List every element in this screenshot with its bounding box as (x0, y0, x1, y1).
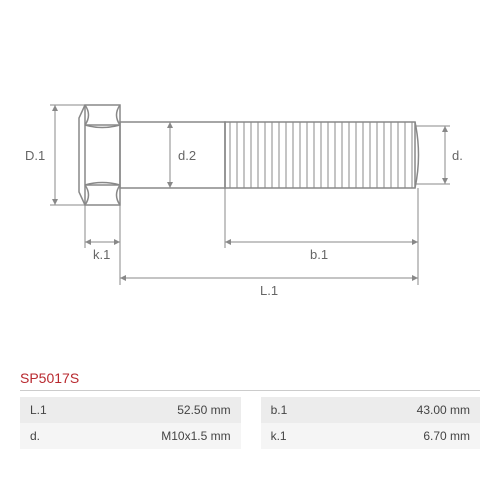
label-b1: b.1 (310, 247, 328, 262)
spec-value: 43.00 mm (310, 397, 480, 423)
spec-value: 52.50 mm (69, 397, 241, 423)
label-d1: D.1 (25, 148, 45, 163)
spec-label: k.1 (261, 423, 310, 449)
spec-label: L.1 (20, 397, 69, 423)
spec-label: d. (20, 423, 69, 449)
spec-label: b.1 (261, 397, 310, 423)
spec-section: SP5017S L.1 52.50 mm b.1 43.00 mm d. M10… (20, 370, 480, 449)
label-k1: k.1 (93, 247, 110, 262)
spec-value: 6.70 mm (310, 423, 480, 449)
spec-table: L.1 52.50 mm b.1 43.00 mm d. M10x1.5 mm … (20, 397, 480, 449)
label-l1: L.1 (260, 283, 278, 298)
part-number: SP5017S (20, 370, 480, 391)
spec-row: L.1 52.50 mm b.1 43.00 mm (20, 397, 480, 423)
label-d2: d.2 (178, 148, 196, 163)
spec-value: M10x1.5 mm (69, 423, 241, 449)
label-d: d. (452, 148, 463, 163)
bolt-diagram: D.1 d.2 d. k.1 b.1 L.1 (30, 50, 470, 330)
spec-row: d. M10x1.5 mm k.1 6.70 mm (20, 423, 480, 449)
